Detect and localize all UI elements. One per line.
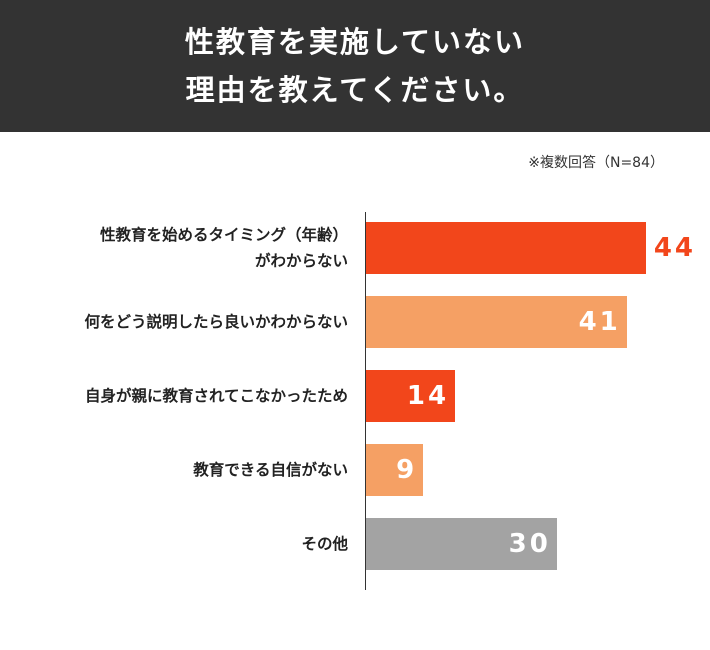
category-label: 何をどう説明したら良いかわからない bbox=[84, 313, 348, 331]
chart-title: 性教育を実施していない 理由を教えてください。 bbox=[184, 25, 526, 107]
value-label: 41 bbox=[578, 307, 621, 337]
header bbox=[0, 0, 710, 132]
bar bbox=[366, 444, 424, 496]
value-label: 14 bbox=[406, 381, 450, 411]
bar bbox=[366, 222, 646, 274]
bar bbox=[366, 296, 627, 348]
value-label: 30 bbox=[508, 529, 551, 559]
bar bbox=[366, 518, 557, 570]
value-label: 9 bbox=[396, 455, 418, 485]
bar bbox=[366, 370, 456, 422]
axis-line bbox=[365, 212, 366, 590]
category-label: その他 bbox=[301, 535, 348, 553]
value-label: 44 bbox=[653, 233, 697, 263]
category-label: 教育できる自信がない bbox=[193, 461, 348, 479]
category-label: 自身が親に教育されてこなかったため bbox=[84, 387, 348, 405]
category-label: 性教育を始めるタイミング（年齢） がわからない bbox=[99, 226, 348, 270]
note: ※複数回答（N=84） bbox=[528, 155, 664, 171]
